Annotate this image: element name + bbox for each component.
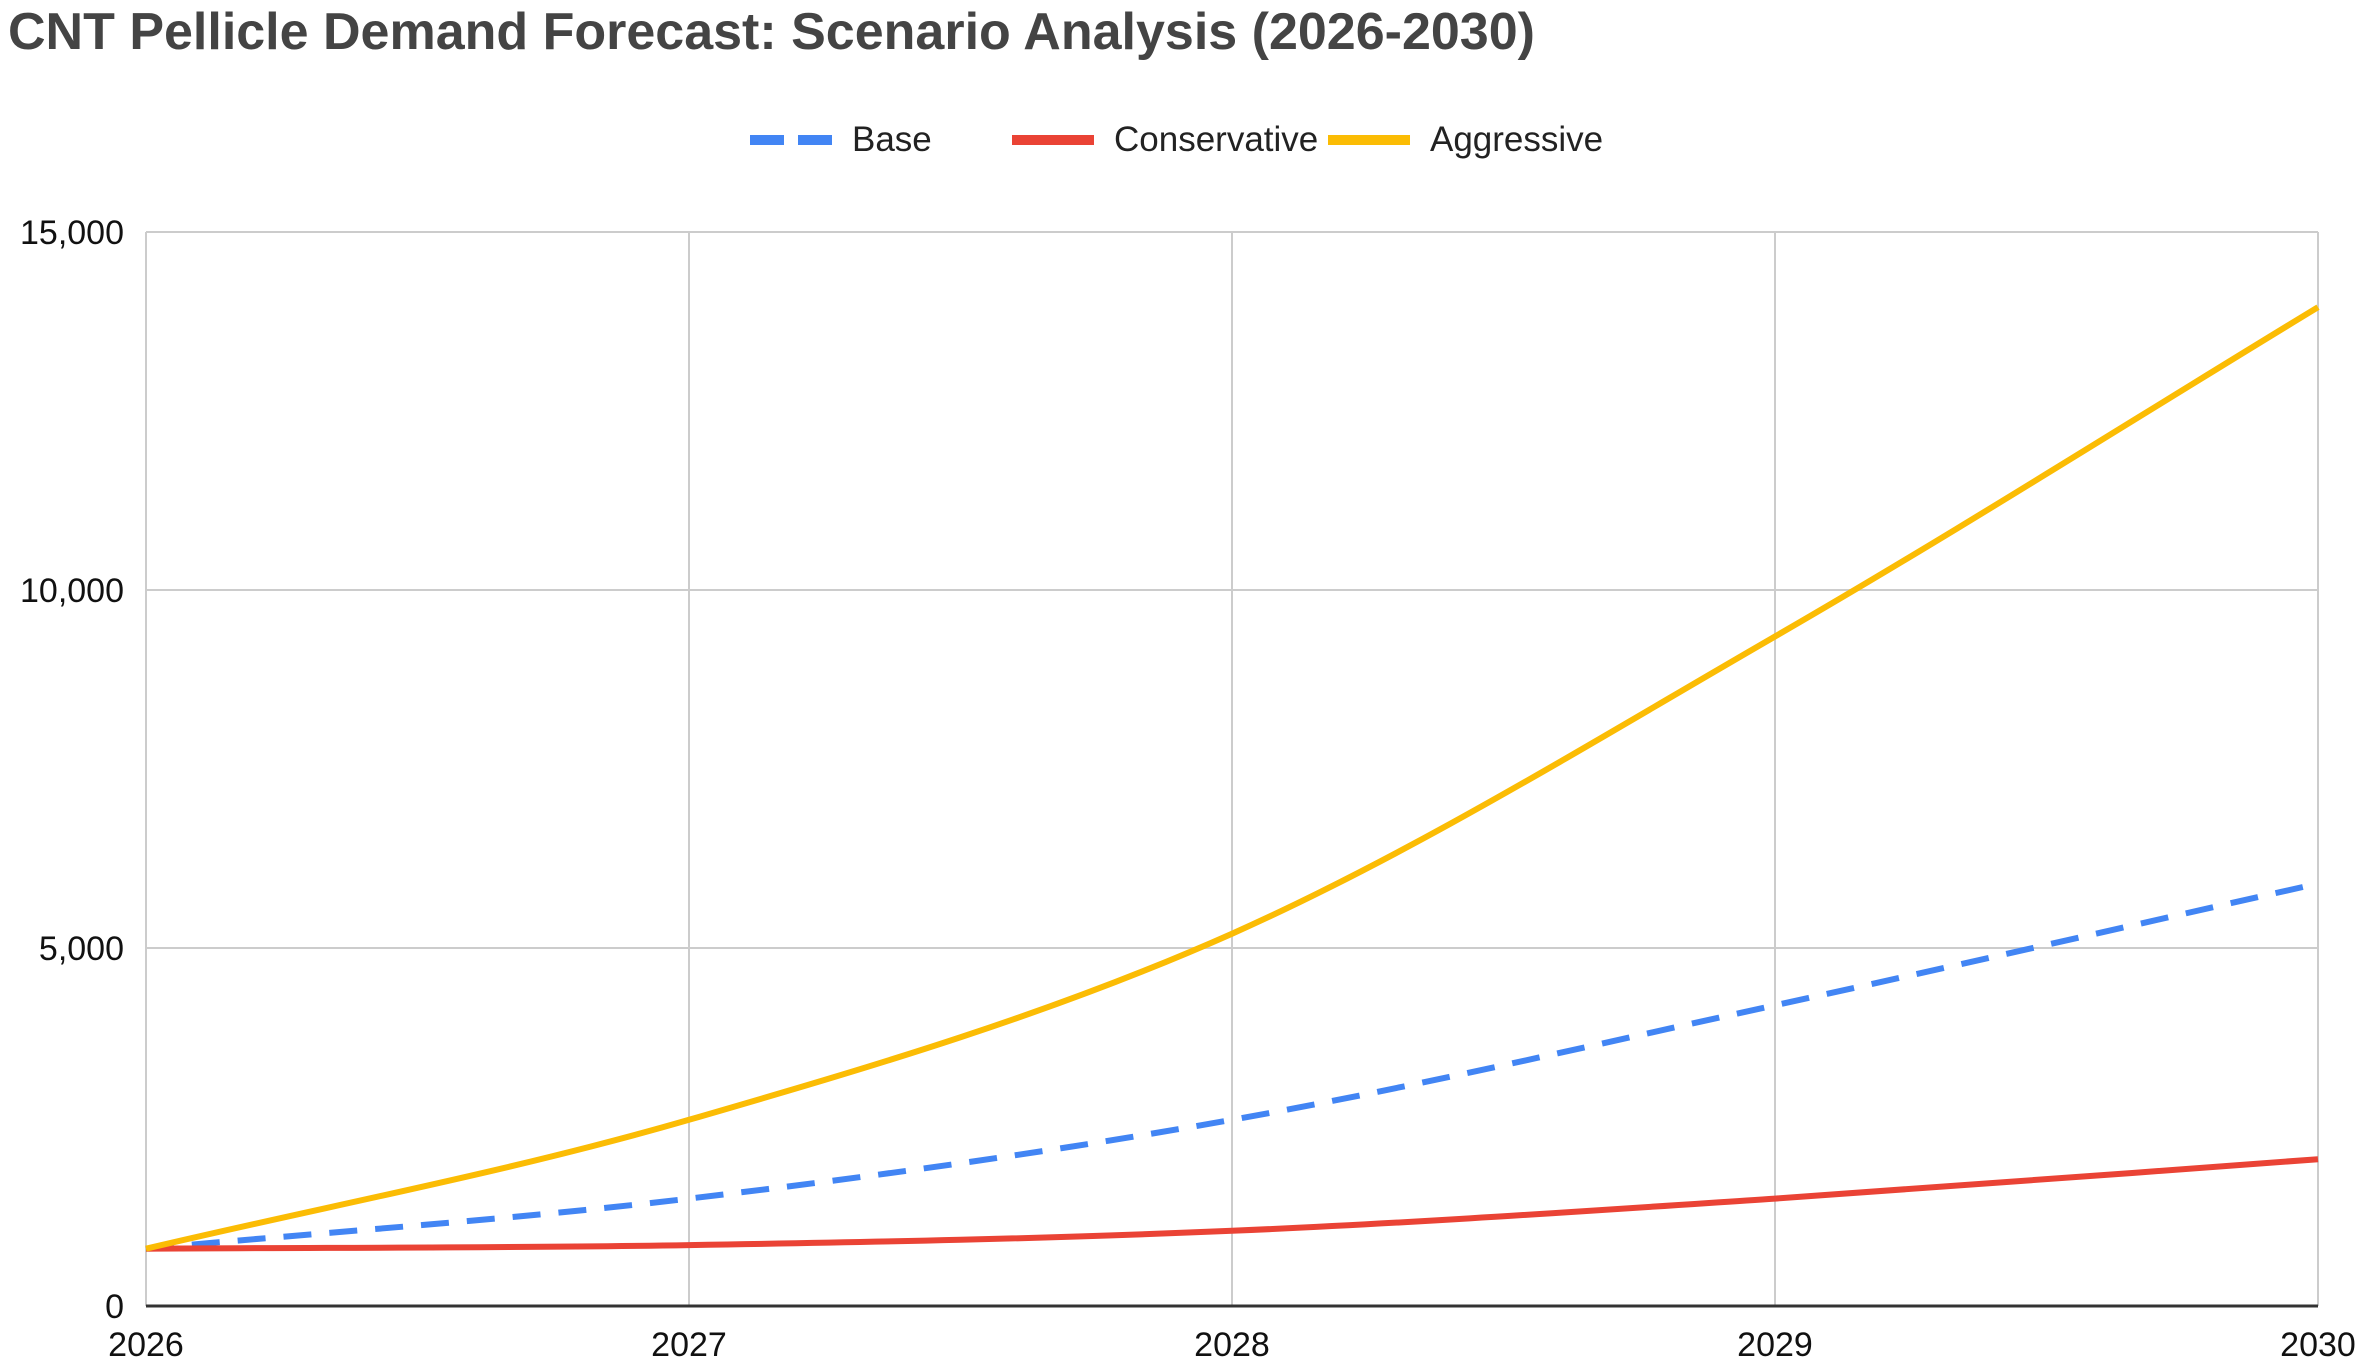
y-tick-label: 0 bbox=[105, 1288, 124, 1326]
series-line-aggressive bbox=[145, 304, 2320, 1252]
legend-label-aggressive: Aggressive bbox=[1430, 120, 1604, 159]
x-tick-label: 2026 bbox=[108, 1326, 184, 1364]
legend: Base Conservative Aggressive bbox=[0, 112, 2369, 168]
tick-labels: 0 5,000 10,000 15,000 2026 2027 2028 2029 2030 bbox=[20, 214, 2356, 1364]
series-line-base bbox=[145, 880, 2319, 1252]
legend-item-base: Base bbox=[750, 112, 932, 168]
series-line-conservative bbox=[145, 1156, 2319, 1252]
x-tick-label: 2027 bbox=[651, 1326, 727, 1364]
y-tick-label: 10,000 bbox=[20, 572, 124, 610]
gridlines bbox=[145, 231, 2319, 1306]
legend-item-aggressive: Aggressive bbox=[1328, 112, 1603, 168]
series-lines bbox=[145, 304, 2320, 1252]
legend-item-conservative: Conservative bbox=[1012, 112, 1318, 168]
x-tick-label: 2028 bbox=[1194, 1326, 1270, 1364]
y-tick-label: 15,000 bbox=[20, 214, 124, 252]
x-tick-label: 2029 bbox=[1737, 1326, 1813, 1364]
chart-title: CNT Pellicle Demand Forecast: Scenario A… bbox=[8, 3, 1535, 61]
legend-swatch-base bbox=[750, 135, 832, 145]
y-tick-label: 5,000 bbox=[39, 930, 124, 968]
x-tick-label: 2030 bbox=[2280, 1326, 2356, 1364]
legend-label-base: Base bbox=[852, 120, 932, 159]
legend-swatch-aggressive bbox=[1328, 135, 1410, 145]
legend-label-conservative: Conservative bbox=[1114, 120, 1319, 159]
legend-swatch-conservative bbox=[1012, 135, 1094, 145]
